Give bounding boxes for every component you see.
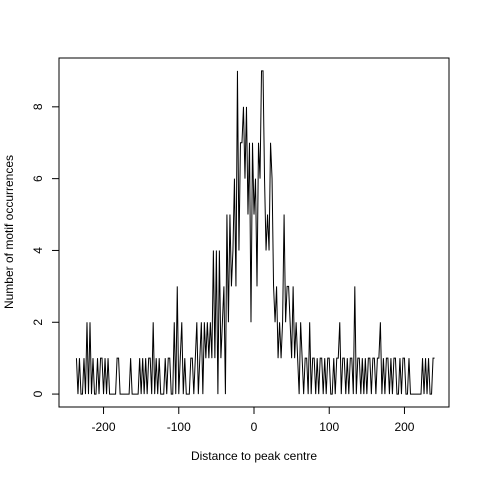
y-tick-label: 6 [31,175,45,182]
data-line [75,70,435,395]
x-tick-label: 0 [251,420,258,434]
x-tick-label: -200 [92,420,116,434]
y-tick-label: 0 [31,390,45,397]
plot-frame [58,57,450,408]
x-tick-label: -100 [167,420,191,434]
x-tick-label: 200 [394,420,414,434]
y-tick-label: 8 [31,103,45,110]
y-tick-label: 4 [31,247,45,254]
x-tick-label: 100 [319,420,339,434]
y-tick-label: 2 [31,319,45,326]
x-axis-label: Distance to peak centre [191,449,317,463]
y-axis-label: Number of motif occurrences [2,155,16,309]
